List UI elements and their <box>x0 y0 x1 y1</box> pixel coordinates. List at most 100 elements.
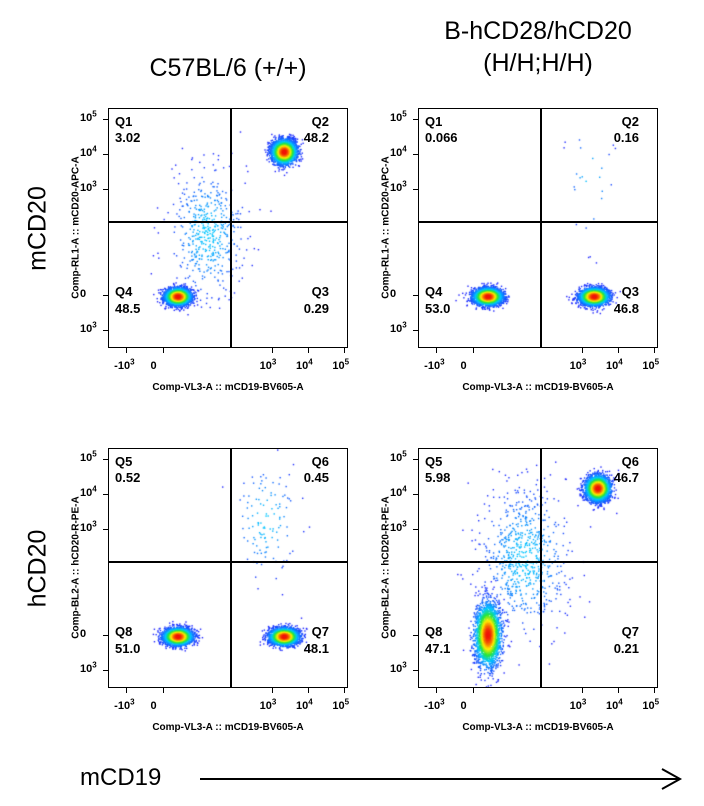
x-tick-mark <box>271 688 273 693</box>
y-tick-label: 104 <box>80 144 97 159</box>
y-tick-mark <box>413 670 418 672</box>
y-tick-mark <box>103 118 108 120</box>
x-tick-label: 104 <box>606 697 623 712</box>
x-tick-label: 103 <box>259 357 277 372</box>
quadrant-name: Q7 <box>621 624 639 639</box>
quadrant-name: Q5 <box>425 454 443 469</box>
quadrant-name: Q3 <box>311 284 329 299</box>
x-tick-label: 105 <box>332 357 350 372</box>
y-tick-label: 103 <box>80 660 97 676</box>
y-tick-mark <box>413 458 418 460</box>
quadrant-name: Q2 <box>621 114 639 129</box>
y-tick-label: 0 <box>390 628 397 641</box>
x-tick-label: 0 <box>150 700 157 712</box>
y-tick-mark <box>103 670 108 672</box>
x-axis-summary-label: mCD19 <box>80 764 162 791</box>
y-tick-mark <box>103 153 108 155</box>
quadrant-gate-vertical[interactable] <box>230 449 232 687</box>
y-tick-label: 0 <box>390 288 397 301</box>
row-label-mcd20: mCD20 <box>23 186 52 271</box>
quadrant-name: Q4 <box>425 284 443 299</box>
y-tick-label: 105 <box>390 448 407 464</box>
y-axis-label: Comp-BL2-A :: hCD20-R-PE-A <box>380 496 392 639</box>
x-axis-label: Comp-VL3-A :: mCD19-BV605-A <box>462 722 614 733</box>
y-tick-mark <box>413 330 418 332</box>
quadrant-percentage: 48.5 <box>115 301 141 316</box>
quadrant-percentage: 46.8 <box>613 301 639 316</box>
x-tick-mark <box>162 688 164 693</box>
quadrant-percentage: 0.52 <box>115 470 141 485</box>
quadrant-gate-horizontal[interactable] <box>419 221 657 223</box>
quadrant-percentage: 0.21 <box>613 641 639 656</box>
y-tick-mark <box>103 529 108 531</box>
x-tick-label: 0 <box>460 700 467 712</box>
x-tick-mark <box>654 688 656 693</box>
x-tick-mark <box>126 688 128 693</box>
y-tick-label: 103 <box>80 320 97 336</box>
y-tick-mark <box>413 529 418 531</box>
quadrant-gate-horizontal[interactable] <box>419 561 657 563</box>
x-tick-label: -103 <box>114 357 135 372</box>
scatter-points <box>109 449 347 687</box>
y-tick-label: 103 <box>80 519 97 535</box>
scatter-points <box>419 449 657 687</box>
y-tick-label: 105 <box>390 108 407 124</box>
y-tick-mark <box>413 295 418 297</box>
quadrant-gate-vertical[interactable] <box>540 109 542 347</box>
quadrant-percentage: 48.2 <box>303 130 329 145</box>
quadrant-name: Q7 <box>311 624 329 639</box>
x-tick-mark <box>436 688 438 693</box>
x-axis-label: Comp-VL3-A :: mCD19-BV605-A <box>462 382 614 393</box>
quadrant-gate-horizontal[interactable] <box>109 221 347 223</box>
quadrant-name: Q4 <box>115 284 133 299</box>
column-title-humanized: B-hCD28/hCD20 (H/H;H/H) <box>418 15 658 79</box>
quadrant-name: Q2 <box>311 114 329 129</box>
quadrant-percentage: 47.1 <box>425 641 451 656</box>
quadrant-name: Q3 <box>621 284 639 299</box>
x-tick-mark <box>618 688 619 693</box>
y-tick-label: 0 <box>80 628 87 641</box>
quadrant-name: Q6 <box>621 454 639 469</box>
y-tick-label: 103 <box>390 179 407 195</box>
x-tick-mark <box>581 688 583 693</box>
quadrant-percentage: 0.16 <box>613 130 639 145</box>
x-tick-label: 105 <box>642 697 660 712</box>
column-title-line: B-hCD28/hCD20 <box>444 17 632 45</box>
y-tick-label: 103 <box>80 179 97 195</box>
quadrant-percentage: 0.45 <box>303 470 329 485</box>
scatter-points <box>419 109 657 347</box>
y-tick-label: 104 <box>80 484 97 499</box>
x-tick-mark <box>162 348 164 353</box>
quadrant-gate-vertical[interactable] <box>230 109 232 347</box>
x-tick-mark <box>344 348 346 353</box>
flow-plot-4: Q5 5.98 Q6 46.7 Q8 47.1 Q7 0.21 <box>418 448 658 688</box>
quadrant-percentage: 48.1 <box>303 641 329 656</box>
flow-plot-3: Q5 0.52 Q6 0.45 Q8 51.0 Q7 48.1 <box>108 448 348 688</box>
scatter-points <box>109 109 347 347</box>
quadrant-percentage: 0.29 <box>303 301 329 316</box>
quadrant-gate-horizontal[interactable] <box>109 561 347 563</box>
x-tick-label: -103 <box>424 697 445 712</box>
flow-plot-2: Q1 0.066 Q2 0.16 Q4 53.0 Q3 46.8 <box>418 108 658 348</box>
quadrant-name: Q8 <box>115 624 133 639</box>
y-axis-label: Comp-BL2-A :: hCD20-R-PE-A <box>70 496 82 639</box>
y-tick-mark <box>103 295 108 297</box>
column-title-wt: C57BL/6 (+/+) <box>149 54 307 82</box>
y-tick-mark <box>413 635 418 637</box>
quadrant-name: Q1 <box>115 114 133 129</box>
quadrant-percentage: 46.7 <box>613 470 639 485</box>
x-tick-label: 104 <box>606 357 623 372</box>
y-tick-mark <box>103 330 108 332</box>
y-tick-label: 103 <box>390 519 407 535</box>
x-tick-mark <box>271 348 273 353</box>
quadrant-percentage: 3.02 <box>115 130 141 145</box>
y-tick-mark <box>413 153 418 155</box>
column-title-line: (H/H;H/H) <box>483 49 593 77</box>
quadrant-gate-vertical[interactable] <box>540 449 542 687</box>
x-tick-label: 103 <box>569 357 587 372</box>
quadrant-percentage: 0.066 <box>425 130 458 145</box>
x-tick-mark <box>618 348 619 353</box>
quadrant-percentage: 51.0 <box>115 641 141 656</box>
y-tick-mark <box>413 493 418 495</box>
x-tick-mark <box>581 348 583 353</box>
